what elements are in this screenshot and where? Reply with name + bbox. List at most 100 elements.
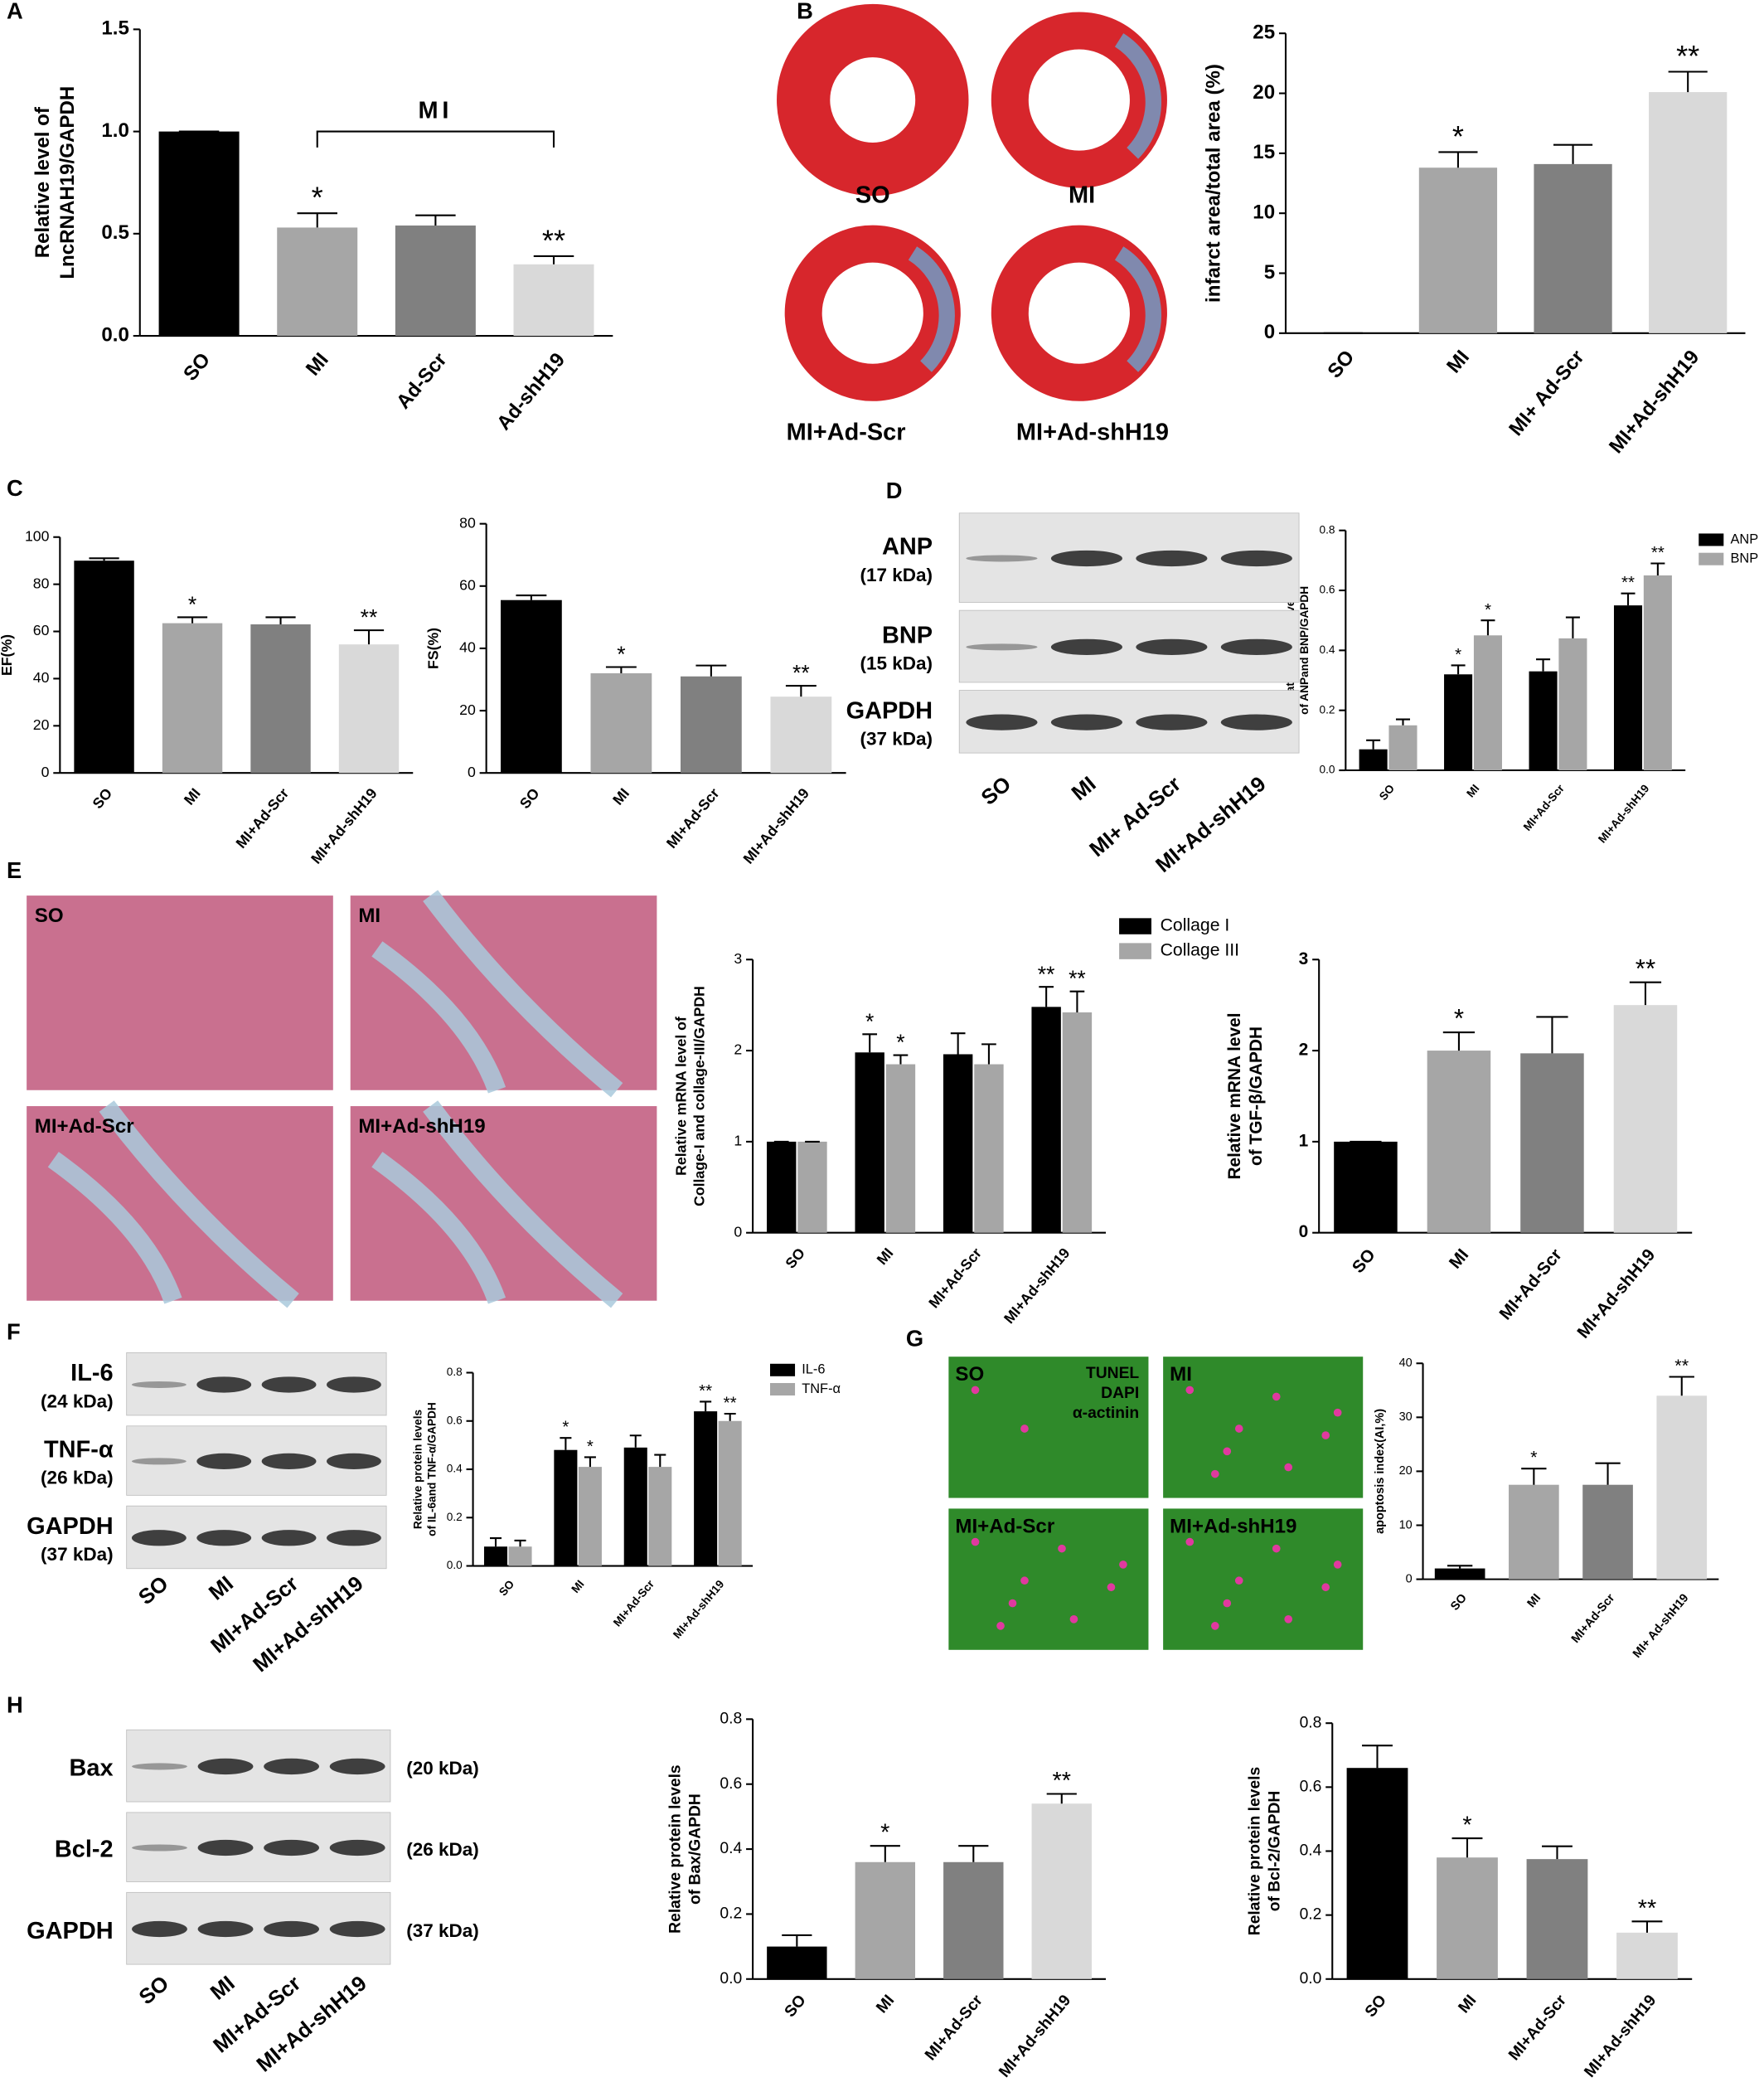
y-axis-label: Collage-I and collage-III/GAPDH	[691, 986, 708, 1206]
y-tick-label: 20	[33, 716, 50, 733]
tunel-cell	[996, 1622, 1005, 1630]
bar	[680, 676, 742, 774]
tunel-cell	[1223, 1447, 1232, 1456]
bar	[855, 1861, 916, 1979]
significance: **	[724, 1394, 737, 1413]
significance: *	[587, 1437, 594, 1456]
panel-letter: C	[7, 475, 23, 501]
error-bar	[1536, 658, 1551, 672]
x-tick-label: MI+Ad-Scr	[1505, 1992, 1570, 2064]
blot-protein: GAPDH	[27, 1918, 113, 1944]
blot-lane-label: MI	[1068, 772, 1101, 805]
bar	[74, 561, 134, 774]
tunel-cell	[1321, 1431, 1330, 1439]
blot-band	[327, 1453, 381, 1470]
y-tick-label: 0.4	[447, 1463, 463, 1475]
y-tick-label: 0.2	[447, 1511, 463, 1523]
blot-protein: ANP	[882, 534, 933, 561]
significance: **	[542, 224, 565, 258]
heart-section	[777, 3, 969, 197]
panel-letter: G	[906, 1325, 923, 1351]
legend-label: TNF-α	[802, 1381, 841, 1396]
blot-band	[131, 1458, 187, 1465]
blot-band	[1220, 638, 1292, 655]
bar	[1359, 749, 1388, 771]
blot-protein: Bax	[70, 1755, 114, 1782]
y-axis-label: FS(%)	[424, 628, 441, 669]
bar	[1388, 725, 1418, 771]
x-tick-label: MI+Ad-Scr	[922, 1992, 986, 2064]
blot-lane-label: SO	[135, 1972, 173, 2009]
significance: *	[312, 181, 323, 215]
y-tick-label: 20	[1399, 1464, 1413, 1478]
error-bar	[1536, 1016, 1568, 1054]
error-bar	[1039, 986, 1054, 1007]
y-tick-label: 0	[468, 764, 476, 780]
stain-label: α-actinin	[1073, 1405, 1139, 1422]
legend-swatch	[769, 1382, 796, 1396]
y-tick-label: 20	[459, 701, 476, 718]
blot-band	[261, 1530, 317, 1546]
tunel-cell	[1069, 1615, 1078, 1623]
bar	[277, 227, 358, 337]
blot-band	[1050, 714, 1122, 730]
error-bar	[1362, 1745, 1393, 1769]
y-tick-label: 3	[734, 950, 742, 967]
legend-label: Collage I	[1161, 916, 1230, 935]
blot-band	[132, 1844, 187, 1852]
blot-protein: IL-6	[70, 1360, 113, 1386]
y-tick-label: 0.8	[720, 1710, 742, 1727]
bar	[513, 264, 594, 337]
fibrosis	[371, 1100, 623, 1308]
tunel-cell	[1210, 1622, 1219, 1630]
bar	[1434, 1568, 1485, 1580]
significance: *	[896, 1030, 904, 1055]
bar	[767, 1946, 827, 1979]
y-tick-label: 30	[1399, 1410, 1413, 1424]
bar	[885, 1064, 916, 1233]
x-tick-label: MI+Ad-shH19	[996, 1992, 1074, 2080]
blot-band	[196, 1453, 252, 1470]
error-bar	[1631, 1920, 1663, 1933]
y-tick-label: 20	[1253, 81, 1275, 104]
blot-band	[196, 1530, 252, 1546]
bar	[1473, 635, 1502, 771]
x-tick-label: MI	[1456, 1992, 1480, 2017]
bar	[1520, 1053, 1584, 1233]
significance: *	[562, 1418, 569, 1437]
y-tick-label: 40	[459, 639, 476, 656]
error-bar	[1553, 143, 1593, 164]
y-tick-label: 100	[25, 527, 50, 544]
error-bar	[533, 255, 574, 265]
x-tick-label: MI	[1464, 782, 1481, 799]
blot-band	[1220, 714, 1292, 730]
blot-band	[261, 1376, 317, 1393]
bar	[578, 1467, 602, 1566]
error-bar	[1046, 1793, 1077, 1804]
x-tick-label: MI	[873, 1992, 898, 2017]
x-tick-label: MI+Ad-Scr	[1496, 1245, 1566, 1323]
bar	[1437, 1857, 1498, 1979]
blot-size: (15 kDa)	[860, 653, 933, 674]
blot-band	[1050, 550, 1122, 567]
y-tick-label: 0.8	[447, 1366, 463, 1378]
blot-band	[966, 643, 1038, 651]
error-bar	[724, 1412, 736, 1421]
fibrosis	[1114, 246, 1162, 372]
legend-swatch	[1119, 918, 1151, 934]
error-bar	[1438, 151, 1478, 168]
error-bar	[981, 1043, 996, 1065]
y-tick-label: 3	[1299, 949, 1309, 968]
legend-label: IL-6	[802, 1362, 825, 1377]
x-tick-label: SO	[1377, 782, 1397, 803]
tunel-cell	[1020, 1576, 1029, 1585]
blot-size: (26 kDa)	[41, 1468, 114, 1488]
y-tick-label: 0.6	[1300, 1778, 1322, 1795]
blot-band	[966, 714, 1038, 730]
blot-size: (37 kDa)	[860, 728, 933, 749]
error-bar	[489, 1537, 502, 1547]
y-tick-label: 1.5	[101, 17, 128, 40]
tunel-cell	[1119, 1560, 1127, 1569]
blot-band	[329, 1839, 385, 1856]
y-tick-label: 0.0	[1300, 1970, 1322, 1988]
